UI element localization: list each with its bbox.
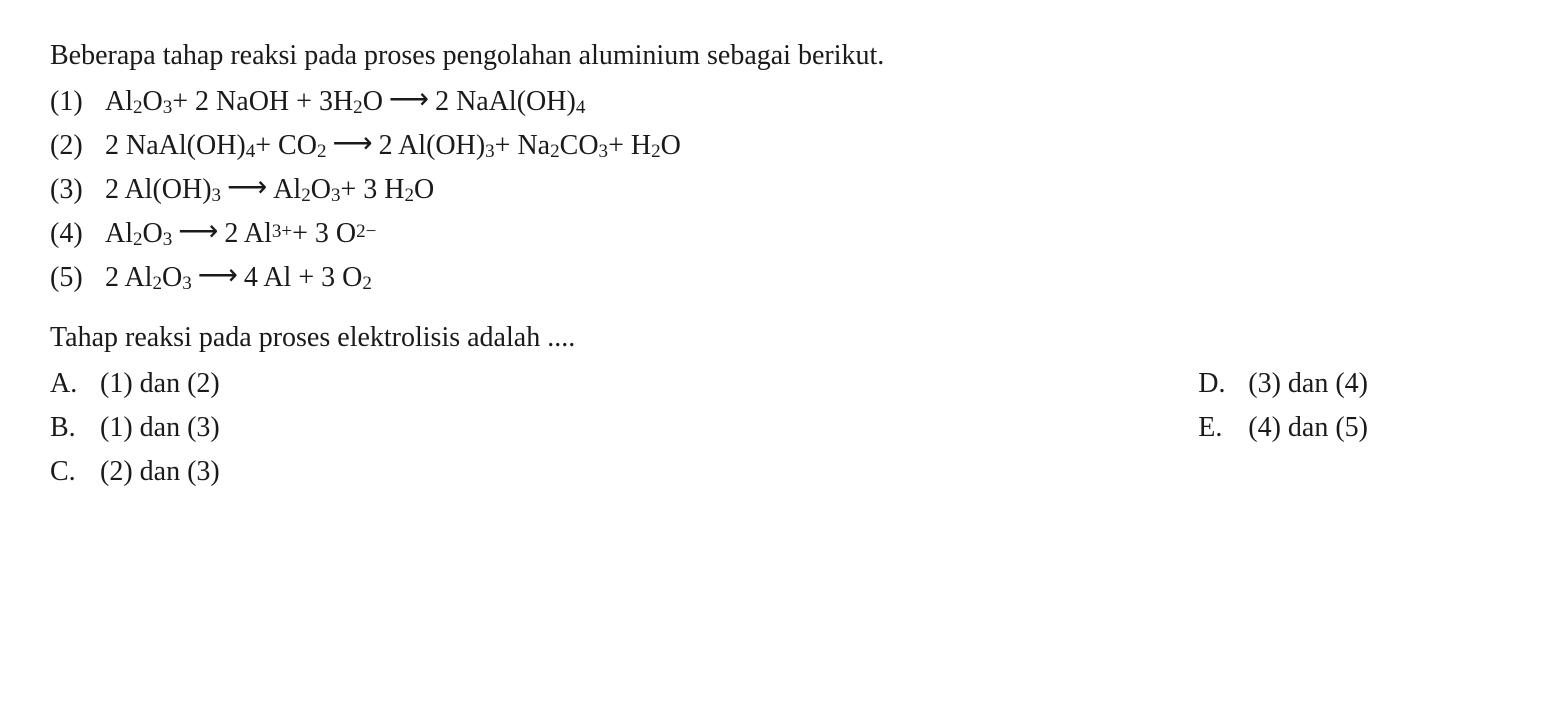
option-c-text: (2) dan (3) <box>100 451 220 493</box>
r2-term: 2 Al(OH) <box>379 125 486 167</box>
arrow-icon: ⟶ <box>178 211 218 253</box>
options-left: A. (1) dan (2) B. (1) dan (3) C. (2) dan… <box>50 363 220 495</box>
option-d[interactable]: D. (3) dan (4) <box>1198 363 1368 405</box>
r3-sub: 3 <box>331 182 341 211</box>
r2-term: + CO <box>255 125 317 167</box>
option-e[interactable]: E. (4) dan (5) <box>1198 407 1368 449</box>
reaction-1: (1) Al2O3 + 2 NaOH + 3H2O ⟶ 2 NaAl(OH)4 <box>50 81 1508 123</box>
r5-sub: 3 <box>182 270 192 299</box>
reaction-5-formula: 2 Al2O3 ⟶ 4 Al + 3 O2 <box>105 257 372 299</box>
r3-sub: 2 <box>301 182 311 211</box>
r4-sup: 3+ <box>272 218 292 247</box>
option-a[interactable]: A. (1) dan (2) <box>50 363 220 405</box>
r1-sub: 4 <box>576 94 586 123</box>
option-d-text: (3) dan (4) <box>1248 363 1368 405</box>
options-container: A. (1) dan (2) B. (1) dan (3) C. (2) dan… <box>50 363 1508 495</box>
reaction-list: (1) Al2O3 + 2 NaOH + 3H2O ⟶ 2 NaAl(OH)4 … <box>50 81 1508 299</box>
r5-term: O <box>162 257 182 299</box>
option-a-text: (1) dan (2) <box>100 363 220 405</box>
r2-sub: 2 <box>651 138 661 167</box>
reaction-1-formula: Al2O3 + 2 NaOH + 3H2O ⟶ 2 NaAl(OH)4 <box>105 81 585 123</box>
arrow-icon: ⟶ <box>227 167 267 209</box>
r1-sub: 3 <box>163 94 173 123</box>
r5-term: 4 Al + 3 O <box>244 257 362 299</box>
r2-sub: 2 <box>550 138 560 167</box>
reaction-3-num: (3) <box>50 169 105 211</box>
r5-sub: 2 <box>362 270 372 299</box>
r3-term: O <box>311 169 331 211</box>
r1-term: O <box>143 81 163 123</box>
reaction-4-num: (4) <box>50 213 105 255</box>
r2-term: + Na <box>495 125 550 167</box>
reaction-2-formula: 2 NaAl(OH)4 + CO2 ⟶ 2 Al(OH)3 + Na2CO3 +… <box>105 125 681 167</box>
r2-term: O <box>661 125 681 167</box>
option-b-letter: B. <box>50 407 100 449</box>
option-a-letter: A. <box>50 363 100 405</box>
arrow-icon: ⟶ <box>332 123 372 165</box>
r4-sub: 2 <box>133 226 143 255</box>
reaction-4: (4) Al2O3 ⟶ 2 Al3+ + 3 O2− <box>50 213 1508 255</box>
r2-term: 2 NaAl(OH) <box>105 125 246 167</box>
reaction-2-num: (2) <box>50 125 105 167</box>
option-c-letter: C. <box>50 451 100 493</box>
r4-term: + 3 O <box>292 213 356 255</box>
r3-sub: 2 <box>404 182 414 211</box>
r4-sup: 2− <box>356 218 376 247</box>
options-right: D. (3) dan (4) E. (4) dan (5) <box>1198 363 1508 495</box>
option-b[interactable]: B. (1) dan (3) <box>50 407 220 449</box>
reaction-5: (5) 2 Al2O3 ⟶ 4 Al + 3 O2 <box>50 257 1508 299</box>
option-d-letter: D. <box>1198 363 1248 405</box>
r1-sub: 2 <box>353 94 363 123</box>
r1-term: Al <box>105 81 133 123</box>
r2-term: + H <box>608 125 651 167</box>
r3-term: + 3 H <box>340 169 404 211</box>
arrow-icon: ⟶ <box>389 79 429 121</box>
arrow-icon: ⟶ <box>198 255 238 297</box>
option-e-letter: E. <box>1198 407 1248 449</box>
question-container: Beberapa tahap reaksi pada proses pengol… <box>50 35 1508 495</box>
r5-term: 2 Al <box>105 257 152 299</box>
question-text: Tahap reaksi pada proses elektrolisis ad… <box>50 317 1508 359</box>
r1-sub: 2 <box>133 94 143 123</box>
reaction-3: (3) 2 Al(OH)3 ⟶ Al2O3 + 3 H2O <box>50 169 1508 211</box>
r3-term: Al <box>273 169 301 211</box>
r2-sub: 2 <box>317 138 327 167</box>
r3-sub: 3 <box>212 182 222 211</box>
reaction-5-num: (5) <box>50 257 105 299</box>
option-b-text: (1) dan (3) <box>100 407 220 449</box>
option-e-text: (4) dan (5) <box>1248 407 1368 449</box>
r4-term: Al <box>105 213 133 255</box>
intro-text: Beberapa tahap reaksi pada proses pengol… <box>50 35 1508 77</box>
r4-sub: 3 <box>163 226 173 255</box>
r1-term: + 2 NaOH + 3H <box>172 81 353 123</box>
option-c[interactable]: C. (2) dan (3) <box>50 451 220 493</box>
r2-sub: 3 <box>485 138 495 167</box>
reaction-4-formula: Al2O3 ⟶ 2 Al3+ + 3 O2− <box>105 213 376 255</box>
r1-term: 2 NaAl(OH) <box>435 81 576 123</box>
r2-sub: 3 <box>599 138 609 167</box>
r3-term: O <box>414 169 434 211</box>
reaction-2: (2) 2 NaAl(OH)4 + CO2 ⟶ 2 Al(OH)3 + Na2C… <box>50 125 1508 167</box>
r3-term: 2 Al(OH) <box>105 169 212 211</box>
reaction-1-num: (1) <box>50 81 105 123</box>
r2-term: CO <box>560 125 599 167</box>
reaction-3-formula: 2 Al(OH)3 ⟶ Al2O3 + 3 H2O <box>105 169 434 211</box>
r4-term: O <box>143 213 163 255</box>
r5-sub: 2 <box>152 270 162 299</box>
r2-sub: 4 <box>246 138 256 167</box>
r1-term: O <box>363 81 383 123</box>
r4-term: 2 Al <box>224 213 271 255</box>
